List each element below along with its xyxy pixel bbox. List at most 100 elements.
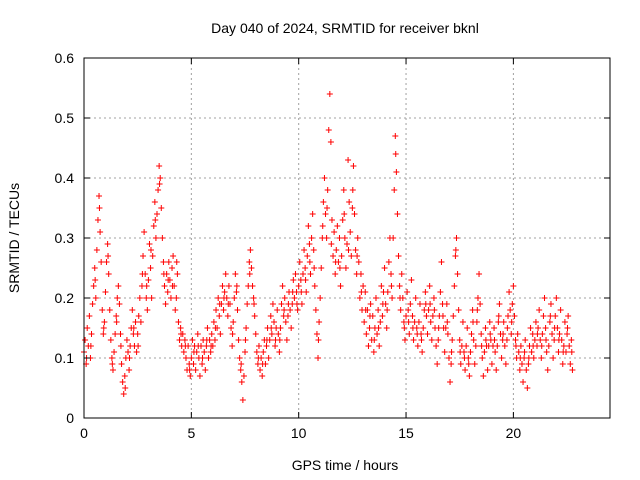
data-point (92, 277, 99, 283)
data-point (296, 259, 303, 265)
data-point (448, 349, 455, 355)
data-point (559, 361, 566, 367)
data-point (474, 295, 481, 301)
data-point (97, 229, 104, 235)
data-point (418, 337, 425, 343)
data-point (507, 307, 514, 313)
data-point (201, 349, 208, 355)
data-point (149, 253, 156, 259)
data-point (524, 385, 531, 391)
data-point (281, 307, 288, 313)
data-point (500, 331, 507, 337)
data-point (427, 319, 434, 325)
data-point (281, 295, 288, 301)
data-point (82, 337, 89, 343)
data-point (301, 247, 308, 253)
data-point (215, 295, 222, 301)
data-point (310, 247, 317, 253)
data-point (94, 217, 101, 223)
data-point (546, 319, 553, 325)
data-point (199, 355, 206, 361)
data-point (208, 331, 215, 337)
data-point (451, 283, 458, 289)
data-point (428, 337, 435, 343)
data-point (452, 253, 459, 259)
data-point (135, 313, 142, 319)
data-point (238, 361, 245, 367)
data-point (363, 331, 370, 337)
data-point (182, 355, 189, 361)
data-point (134, 331, 141, 337)
data-point (302, 265, 309, 271)
data-point (484, 367, 491, 373)
data-point (397, 307, 404, 313)
data-point (126, 367, 133, 373)
data-point (472, 343, 479, 349)
data-point (255, 343, 262, 349)
data-point (410, 337, 417, 343)
data-point (272, 343, 279, 349)
data-point (444, 331, 451, 337)
axis-ticks (83, 57, 610, 419)
data-point (370, 349, 377, 355)
data-point (229, 343, 236, 349)
data-point (169, 265, 176, 271)
data-point (354, 253, 361, 259)
data-point (551, 325, 558, 331)
data-point (420, 325, 427, 331)
data-point (278, 301, 285, 307)
data-point (426, 283, 433, 289)
data-point (355, 259, 362, 265)
data-point (449, 337, 456, 343)
data-point (251, 301, 258, 307)
data-point (93, 247, 100, 253)
data-point (102, 289, 109, 295)
data-point (385, 259, 392, 265)
data-point (409, 325, 416, 331)
data-point (439, 313, 446, 319)
data-point (276, 349, 283, 355)
data-point (294, 307, 301, 313)
data-point (304, 253, 311, 259)
data-point (531, 337, 538, 343)
data-point (362, 307, 369, 313)
data-point (452, 247, 459, 253)
data-point (334, 223, 341, 229)
data-point (178, 331, 185, 337)
data-point (352, 247, 359, 253)
data-point (567, 361, 574, 367)
data-point (106, 307, 113, 313)
data-point (321, 175, 328, 181)
data-point (389, 295, 396, 301)
data-point (156, 163, 163, 169)
data-point (396, 283, 403, 289)
x-axis-label: GPS time / hours (292, 457, 399, 473)
data-point (216, 313, 223, 319)
data-point (478, 343, 485, 349)
data-point (308, 235, 315, 241)
data-point (119, 379, 126, 385)
data-point (545, 343, 552, 349)
data-point (96, 205, 103, 211)
data-point (358, 289, 365, 295)
data-point (86, 313, 93, 319)
data-point (414, 343, 421, 349)
data-point (348, 253, 355, 259)
data-point (224, 313, 231, 319)
data-point (560, 349, 567, 355)
data-point (160, 259, 167, 265)
data-point (349, 205, 356, 211)
data-point (249, 283, 256, 289)
data-point (409, 313, 416, 319)
data-point (90, 283, 97, 289)
data-point (172, 307, 179, 313)
data-point (84, 325, 91, 331)
data-point (408, 277, 415, 283)
data-point (283, 337, 290, 343)
data-point (233, 289, 240, 295)
data-point (152, 235, 159, 241)
data-point (151, 199, 158, 205)
data-point (302, 277, 309, 283)
data-point (112, 331, 119, 337)
data-point (123, 337, 130, 343)
